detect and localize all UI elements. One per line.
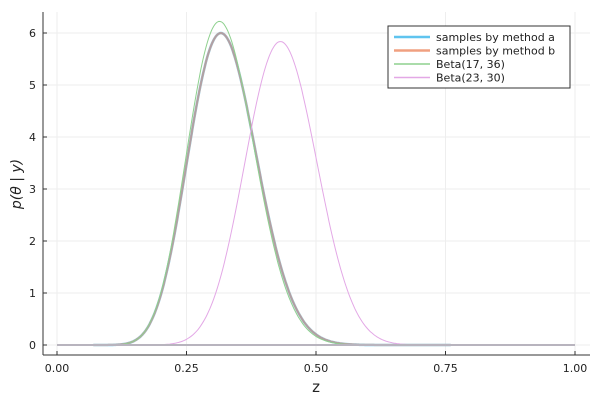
x-axis-label: z	[312, 378, 320, 396]
y-tick-label: 3	[29, 183, 36, 196]
x-tick-label: 0.00	[45, 362, 70, 375]
legend-label: samples by method b	[436, 45, 555, 58]
plot-curves	[57, 20, 575, 347]
y-tick-label: 6	[29, 27, 36, 40]
x-ticks: 0.00 0.25 0.50 0.75 1.00	[45, 351, 588, 375]
y-tick-label: 4	[29, 131, 36, 144]
x-tick-label: 1.00	[563, 362, 588, 375]
y-tick-label: 1	[29, 287, 36, 300]
y-ticks: 0 1 2 3 4 5 6	[29, 27, 47, 352]
y-tick-label: 0	[29, 339, 36, 352]
legend-label: Beta(17, 36)	[436, 58, 505, 71]
y-tick-label: 2	[29, 235, 36, 248]
legend-label: Beta(23, 30)	[436, 72, 505, 85]
y-axis-label: p(θ | y)	[9, 159, 25, 210]
legend-label: samples by method a	[436, 31, 555, 44]
x-tick-label: 0.50	[304, 362, 329, 375]
x-tick-label: 0.75	[433, 362, 458, 375]
y-tick-label: 5	[29, 79, 36, 92]
x-tick-label: 0.25	[174, 362, 199, 375]
